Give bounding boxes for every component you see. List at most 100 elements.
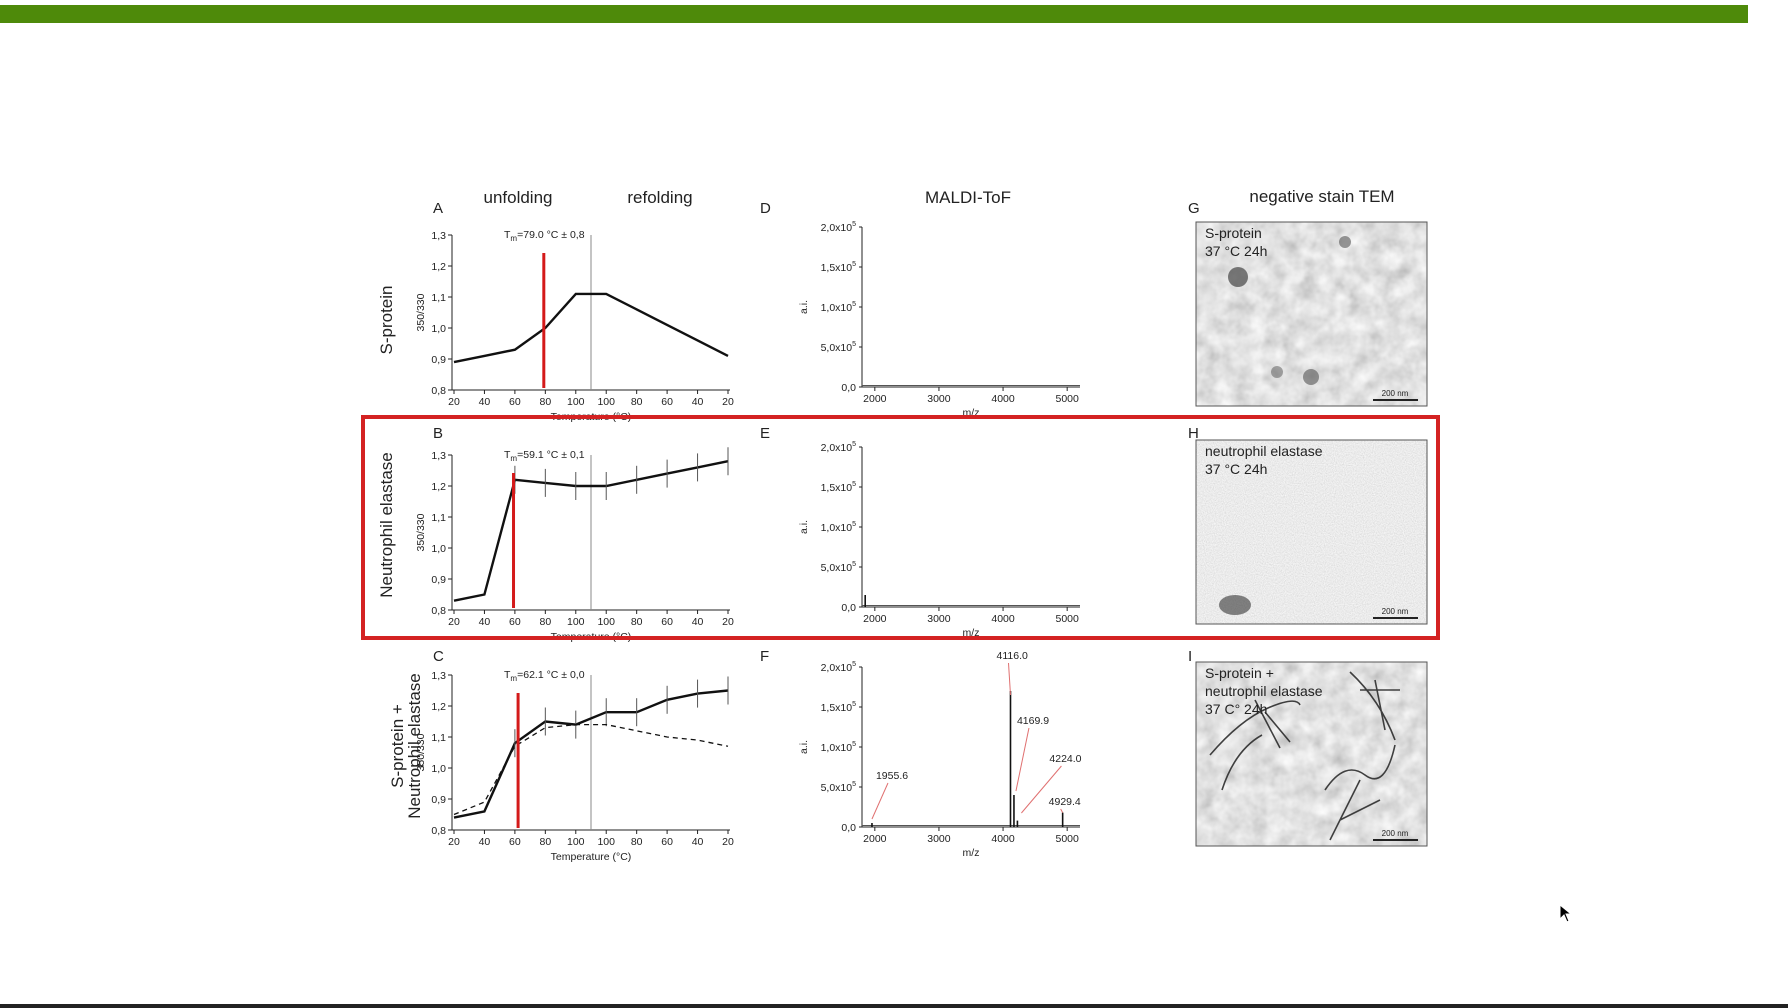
- x-tick-label: 100: [597, 396, 615, 408]
- x-tick-label: 5000: [1055, 833, 1079, 845]
- y-tick-label: 2,0x105: [821, 661, 857, 674]
- tem-i-scale: 200 nm: [1382, 829, 1409, 838]
- panel-letter-a: A: [433, 200, 443, 217]
- x-tick-label: 60: [661, 616, 673, 628]
- chart-a-unfolding: 0,8 0,9 1,0 1,1 1,2 1,3 20 40 60 80 100 100 80 60 40 20…: [415, 229, 734, 423]
- y-tick-label: 1,2: [431, 701, 446, 713]
- y-tick-label: 1,0x105: [821, 301, 857, 314]
- y-tick-label: 0,0: [841, 822, 856, 834]
- ratio-curve: [453, 292, 729, 364]
- y-tick-label: 5,0x105: [821, 781, 857, 794]
- y-tick-label: 1,0: [431, 323, 446, 335]
- tem-h-line1: neutrophil elastase: [1205, 443, 1323, 459]
- header-maldi: MALDI-ToF: [925, 188, 1011, 207]
- tm-label: Tm=62.1 °C ± 0,0: [504, 669, 585, 683]
- x-tick-label: 20: [448, 836, 460, 848]
- y-tick-label: 0,8: [431, 385, 446, 397]
- header-unfolding: unfolding: [483, 188, 552, 207]
- panel-letter-h: H: [1188, 425, 1199, 442]
- tm-label: Tm=59.1 °C ± 0,1: [504, 449, 585, 463]
- x-tick-label: 40: [692, 396, 704, 408]
- chart-d-maldi: 0,0 5,0x105 1,0x105 1,5x105 2,0x105 2000 3000 4…: [798, 221, 1080, 419]
- y-axis-label: a.i.: [798, 300, 810, 314]
- x-tick-label: 80: [631, 836, 643, 848]
- peak-label: 4224.0: [1049, 753, 1081, 765]
- x-tick-label: 20: [448, 616, 460, 628]
- y-tick-label: 1,2: [431, 261, 446, 273]
- x-tick-label: 40: [479, 396, 491, 408]
- x-tick-label: 60: [661, 836, 673, 848]
- tem-i-line2: neutrophil elastase: [1205, 683, 1323, 699]
- panel-letter-b: B: [433, 425, 443, 442]
- peak-leader: [1021, 765, 1062, 814]
- x-tick-label: 60: [509, 396, 521, 408]
- panel-letter-f: F: [760, 648, 769, 665]
- x-tick-label: 40: [692, 616, 704, 628]
- tem-image-h: 200 nm neutrophil elastase 37 °C 24h: [1195, 439, 1428, 625]
- highlight-box: [361, 415, 1440, 640]
- chart-c-unfolding: 0,8 0,9 1,0 1,1 1,2 1,3 20 40 60 80 100 100 80 60 40 20…: [415, 669, 734, 863]
- x-tick-label: 80: [631, 616, 643, 628]
- x-tick-label: 4000: [991, 833, 1015, 845]
- y-tick-label: 5,0x105: [821, 561, 857, 574]
- x-tick-label: 100: [567, 396, 585, 408]
- x-tick-label: 80: [539, 396, 551, 408]
- panel-letter-c: C: [433, 648, 444, 665]
- chart-b-unfolding: 0,8 0,9 1,0 1,1 1,2 1,3 20 40 60 80 100 100 80 60 40 20…: [415, 447, 734, 643]
- peak-label: 4929.4: [1049, 796, 1081, 808]
- x-tick-label: 60: [661, 396, 673, 408]
- y-tick-label: 0,8: [431, 605, 446, 617]
- panel-letter-i: I: [1188, 648, 1192, 665]
- row-label-b: Neutrophil elastase: [377, 452, 396, 598]
- tem-i-line1: S-protein +: [1205, 665, 1274, 681]
- x-tick-label: 20: [722, 396, 734, 408]
- tem-h-scale: 200 nm: [1382, 607, 1409, 616]
- y-tick-label: 0,9: [431, 354, 446, 366]
- peak-leader: [1015, 727, 1030, 792]
- y-axis-label: a.i.: [798, 740, 810, 754]
- x-tick-label: 4000: [991, 613, 1015, 625]
- tem-g-line1: S-protein: [1205, 225, 1262, 241]
- tem-g-line2: 37 °C 24h: [1205, 243, 1267, 259]
- header-refolding: refolding: [627, 188, 692, 207]
- x-tick-label: 80: [539, 836, 551, 848]
- y-tick-label: 1,0x105: [821, 741, 857, 754]
- y-tick-label: 2,0x105: [821, 221, 857, 234]
- x-tick-label: 3000: [927, 613, 951, 625]
- y-tick-label: 1,3: [431, 230, 446, 242]
- y-tick-label: 1,5x105: [821, 261, 857, 274]
- y-tick-label: 5,0x105: [821, 341, 857, 354]
- y-tick-label: 1,1: [431, 512, 446, 524]
- tem-h-line2: 37 °C 24h: [1205, 461, 1267, 477]
- panel-letter-g: G: [1188, 200, 1200, 217]
- y-tick-label: 0,9: [431, 794, 446, 806]
- x-tick-label: 100: [567, 616, 585, 628]
- x-tick-label: 100: [597, 616, 615, 628]
- x-tick-label: 2000: [863, 833, 887, 845]
- bottom-border: [0, 1004, 1788, 1008]
- y-tick-label: 0,8: [431, 825, 446, 837]
- x-tick-label: 2000: [863, 613, 887, 625]
- panel-letter-e: E: [760, 425, 770, 442]
- y-tick-label: 1,1: [431, 732, 446, 744]
- panel-letter-d: D: [760, 200, 771, 217]
- y-tick-label: 1,0: [431, 763, 446, 775]
- peak-leader: [1060, 808, 1064, 813]
- y-axis-label: 350/330: [415, 733, 427, 771]
- peak-label: 4116.0: [996, 650, 1027, 662]
- y-tick-label: 1,0x105: [821, 521, 857, 534]
- x-axis-label: Temperature (°C): [551, 851, 632, 863]
- y-tick-label: 1,3: [431, 450, 446, 462]
- x-tick-label: 20: [722, 616, 734, 628]
- chart-e-maldi: 0,0 5,0x105 1,0x105 1,5x105 2,0x105 2000 3000 4…: [798, 441, 1080, 639]
- y-axis-label: a.i.: [798, 520, 810, 534]
- tem-image-i: 200 nm S-protein + neutrophil elastase 3…: [1195, 661, 1428, 847]
- peak-label: 4169.9: [1017, 715, 1049, 727]
- y-tick-label: 0,0: [841, 602, 856, 614]
- y-tick-label: 1,2: [431, 481, 446, 493]
- y-tick-label: 1,1: [431, 292, 446, 304]
- header-tem: negative stain TEM: [1249, 187, 1394, 206]
- row-label-a: S-protein: [377, 286, 396, 355]
- x-tick-label: 2000: [863, 393, 887, 405]
